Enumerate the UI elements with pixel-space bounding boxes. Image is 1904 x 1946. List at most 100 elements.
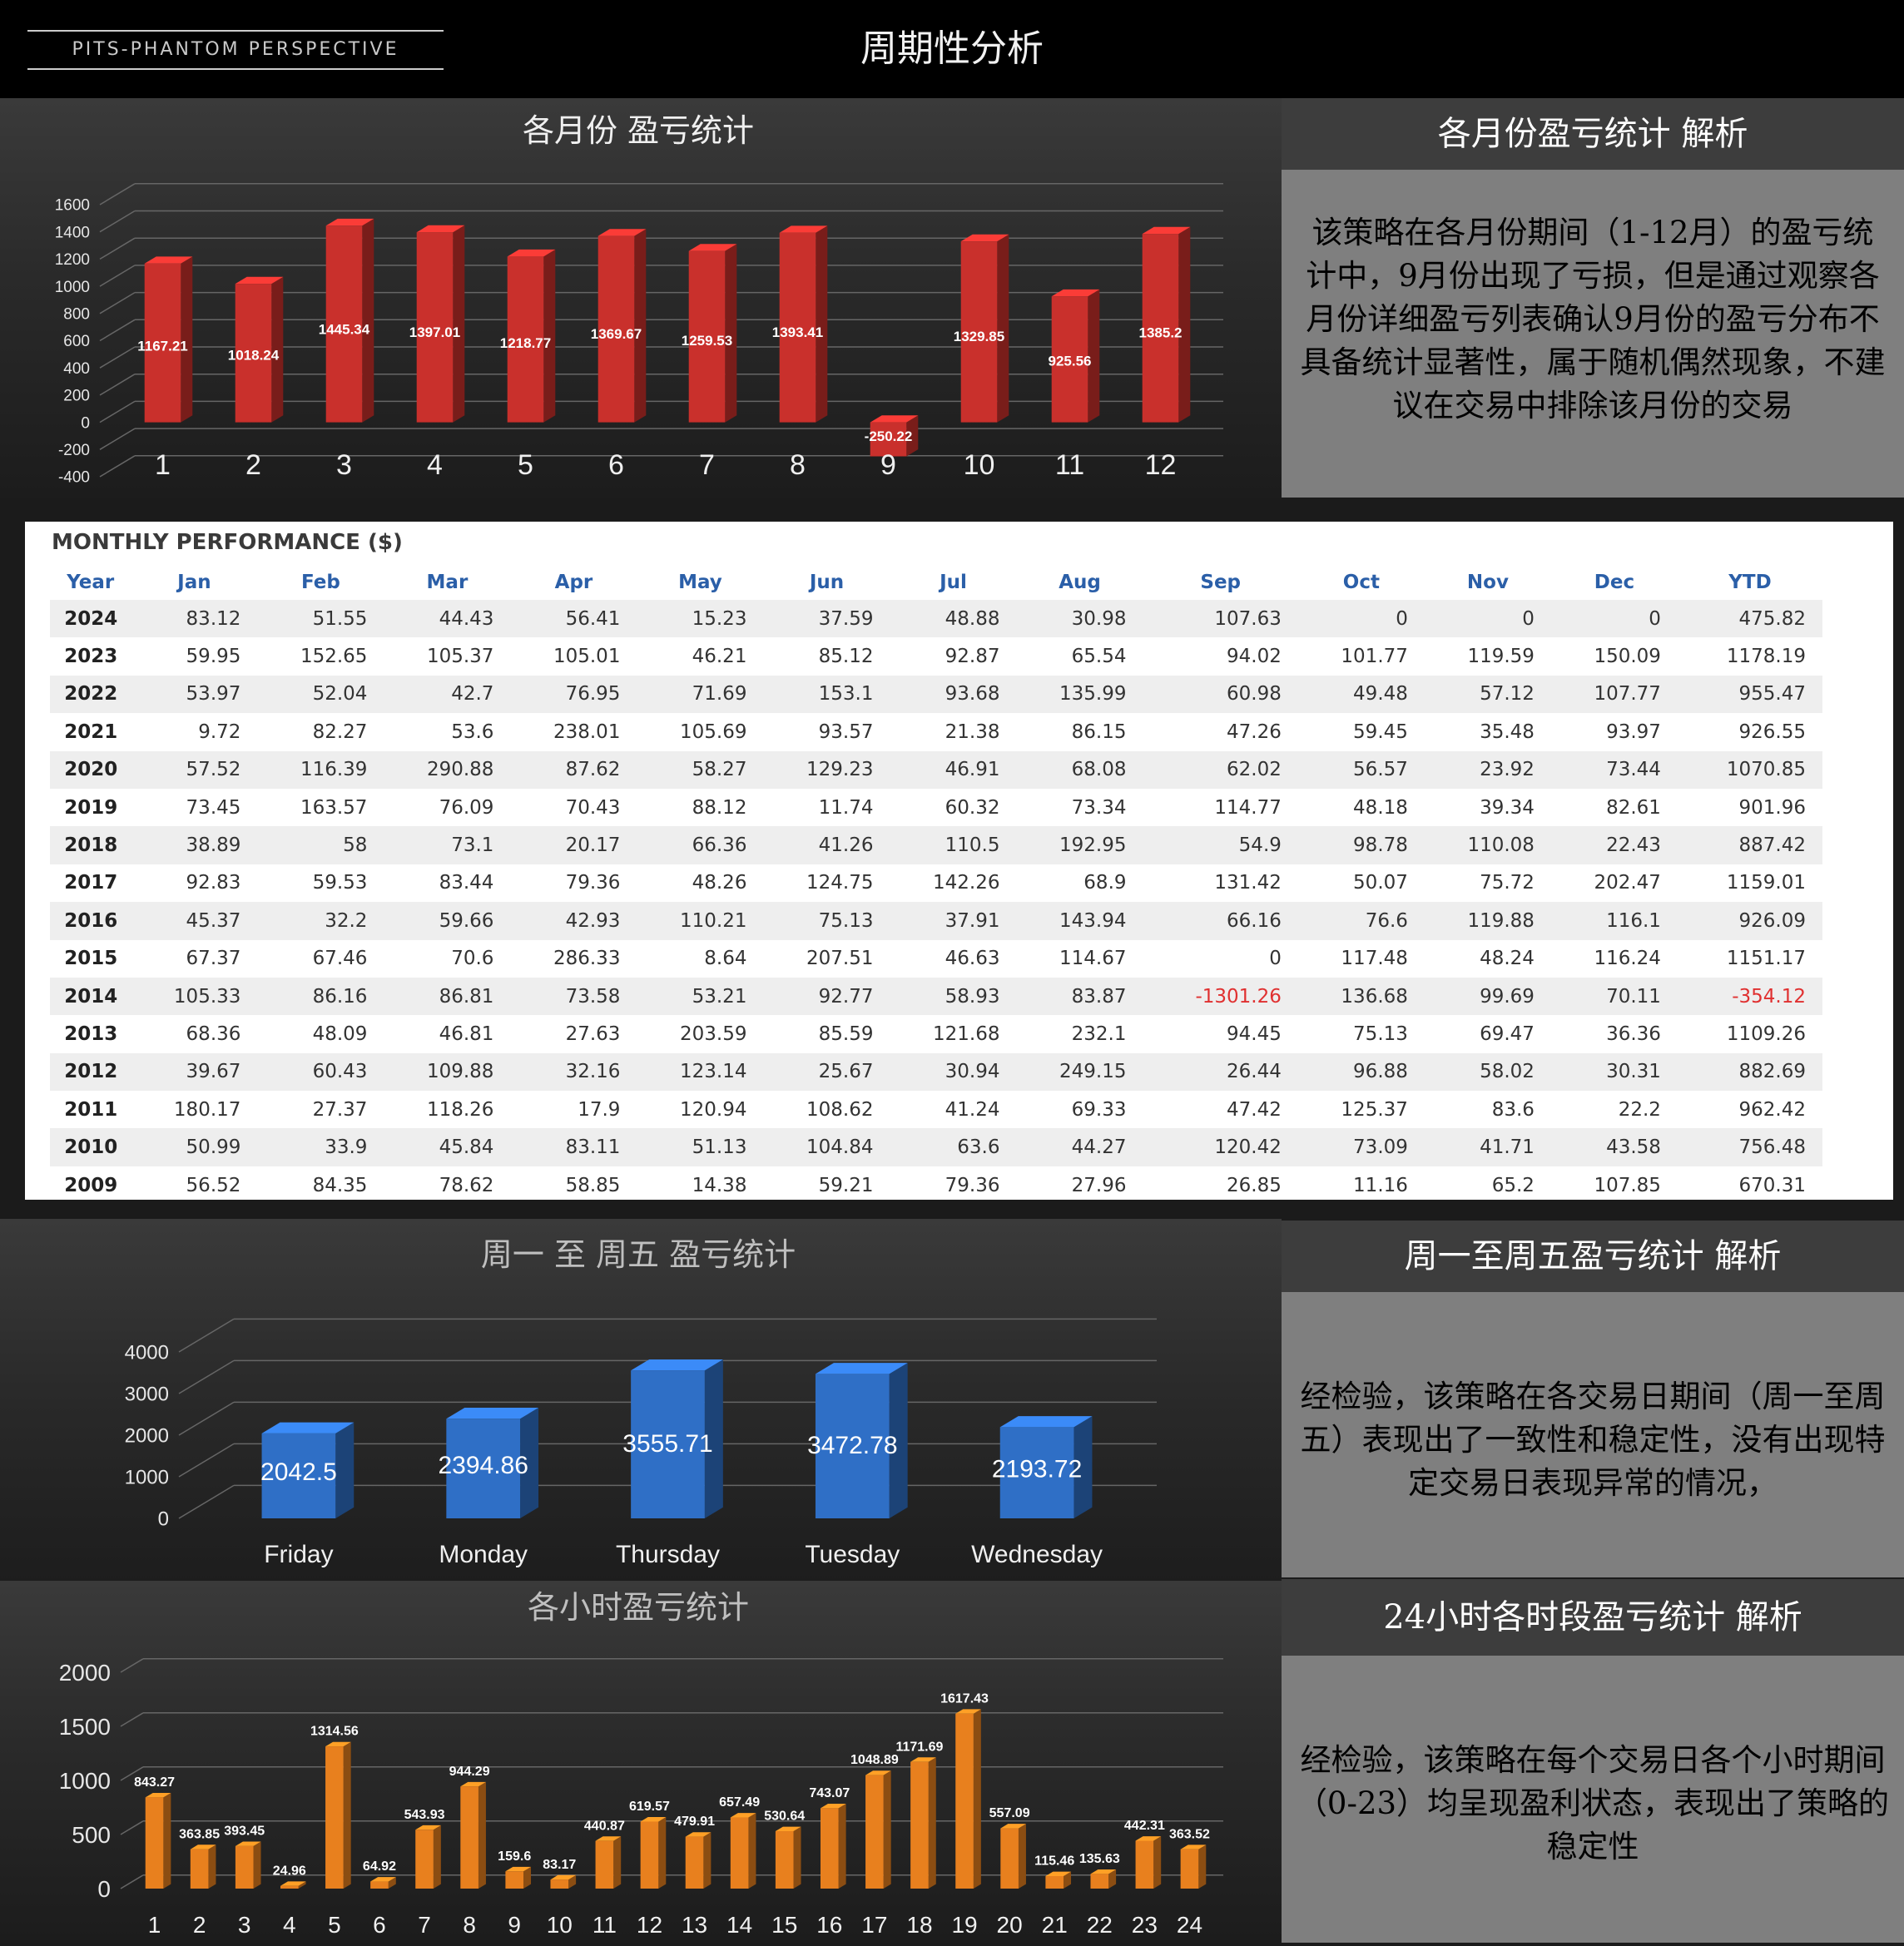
bar-top — [1051, 289, 1100, 297]
table-row: 2009 56.52 84.35 78.62 58.85 14.38 59.21 79.36 2… — [50, 1166, 1822, 1204]
value-cell: 99.69 — [1424, 977, 1551, 1016]
value-cell: 59.45 — [1353, 720, 1408, 743]
bar-1 — [144, 256, 193, 423]
value-cell: 63.6 — [890, 1128, 1017, 1166]
data-label: 442.31 — [1124, 1819, 1165, 1833]
y-tick-label: 1200 — [55, 251, 90, 269]
x-tick-label: 13 — [682, 1912, 707, 1938]
hourly-chart-panel: 各小时盈亏统计 0 500 1000 1500 2000 843.27 1 363.85 2 39… — [0, 1581, 1282, 1943]
value-cell: 73.58 — [510, 977, 637, 1016]
value-cell: 26.44 — [1143, 1052, 1298, 1092]
value-cell: 86.81 — [384, 977, 511, 1016]
bar-top — [550, 1874, 577, 1880]
value-cell: 67.46 — [312, 948, 368, 970]
value-cell: 0 — [1297, 600, 1425, 638]
value-cell: 30.94 — [890, 1052, 1017, 1092]
value-cell: 475.82 — [1677, 600, 1822, 638]
bar-front — [261, 1433, 336, 1518]
x-tick-label: 9 — [508, 1912, 521, 1938]
value-cell: 82.27 — [312, 720, 368, 743]
hourly-analysis-text: 经检验，该策略在每个交易日各个小时期间（0-23）均呈现盈利状态，表现出了策略的… — [1282, 1656, 1904, 1943]
y-tick-label: 0 — [97, 1876, 111, 1902]
value-cell: 119.88 — [1424, 902, 1551, 940]
value-cell: 15.23 — [637, 600, 764, 638]
bar-top — [460, 1781, 486, 1787]
bar-front — [999, 1427, 1074, 1518]
value-cell: 58.27 — [637, 750, 764, 789]
x-tick-label: 5 — [328, 1912, 341, 1938]
bar-front — [1135, 1840, 1154, 1889]
column-header-may: May — [678, 572, 722, 593]
data-label: 1329.85 — [954, 329, 1004, 344]
value-cell: 73.45 — [186, 796, 241, 819]
value-cell: 45.37 — [131, 902, 258, 940]
value-cell: 37.91 — [890, 902, 1017, 940]
value-cell: 73.09 — [1297, 1128, 1425, 1166]
data-label: 743.07 — [809, 1786, 850, 1800]
bar-front — [1142, 234, 1179, 423]
bar-top — [685, 1832, 712, 1837]
value-cell: 901.96 — [1738, 796, 1806, 819]
table-row: 2012 39.67 60.43 109.88 32.16 123.14 25.67 30.9… — [50, 1052, 1822, 1092]
x-tick-label: 11 — [1055, 449, 1084, 481]
bar-top — [1135, 1836, 1162, 1841]
value-cell: 926.09 — [1677, 902, 1822, 940]
bar-top — [955, 1709, 981, 1714]
bar-6 — [597, 229, 647, 423]
value-cell: 153.1 — [763, 675, 890, 714]
data-label: 1048.89 — [850, 1753, 899, 1767]
data-label: 1617.43 — [940, 1691, 989, 1706]
bar-top — [325, 218, 374, 226]
year-cell: 2012 — [50, 1052, 131, 1092]
monthly-chart-title: 各月份 盈亏统计 — [523, 112, 754, 149]
value-cell: 1109.26 — [1726, 1023, 1806, 1045]
year-cell: 2009 — [64, 1174, 118, 1196]
value-cell: 118.26 — [426, 1098, 494, 1121]
bar-19 — [955, 1709, 981, 1889]
x-tick-label: Monday — [439, 1541, 528, 1568]
value-cell: 59.21 — [818, 1174, 874, 1196]
data-label: 393.45 — [224, 1824, 265, 1838]
gridline-diag — [99, 346, 136, 369]
data-label: 83.17 — [543, 1858, 576, 1872]
value-cell: 123.14 — [637, 1052, 764, 1092]
value-cell: 92.83 — [186, 872, 241, 894]
bar-top — [730, 1813, 756, 1818]
year-cell: 2020 — [50, 750, 131, 789]
gridline-diag — [99, 291, 136, 314]
value-cell: -1301.26 — [1143, 977, 1298, 1016]
data-label: 2042.5 — [260, 1458, 337, 1486]
value-cell: 92.87 — [945, 646, 1000, 668]
value-cell: 59.53 — [312, 872, 368, 894]
x-tick-label: 8 — [463, 1912, 476, 1938]
value-cell: 47.26 — [1227, 720, 1282, 743]
bar-Tuesday — [815, 1363, 908, 1518]
value-cell: 17.9 — [578, 1098, 621, 1121]
bar-top — [779, 225, 828, 233]
x-tick-label: 15 — [771, 1912, 797, 1938]
value-cell: 955.47 — [1677, 675, 1822, 714]
bar-top — [910, 1757, 936, 1762]
value-cell: 93.97 — [1606, 720, 1661, 743]
table-row: 2023 59.95 152.65 105.37 105.01 46.21 85.12 92.… — [50, 637, 1822, 675]
bar-Friday — [261, 1422, 355, 1518]
bar-side — [793, 1826, 801, 1889]
value-cell: 110.08 — [1424, 826, 1551, 864]
value-cell: 114.77 — [1214, 796, 1282, 819]
data-label: 24.96 — [273, 1864, 306, 1878]
bar-15 — [775, 1826, 801, 1889]
value-cell: 94.02 — [1227, 646, 1282, 668]
bar-side — [997, 234, 1009, 423]
data-label: 115.46 — [1034, 1854, 1074, 1869]
value-cell: 0 — [1424, 600, 1551, 638]
value-cell: 42.7 — [384, 675, 511, 714]
x-tick-label: 7 — [418, 1912, 431, 1938]
table-row: 2019 73.45 163.57 76.09 70.43 88.12 11.74 60.32… — [50, 789, 1822, 826]
value-cell: 59.95 — [186, 646, 241, 668]
bar-top — [631, 1359, 723, 1371]
data-label: 64.92 — [363, 1859, 396, 1874]
bar-front — [1180, 1849, 1199, 1889]
data-label: 1018.24 — [228, 348, 280, 364]
x-tick-label: 17 — [861, 1912, 887, 1938]
x-tick-label: 2 — [245, 449, 261, 481]
